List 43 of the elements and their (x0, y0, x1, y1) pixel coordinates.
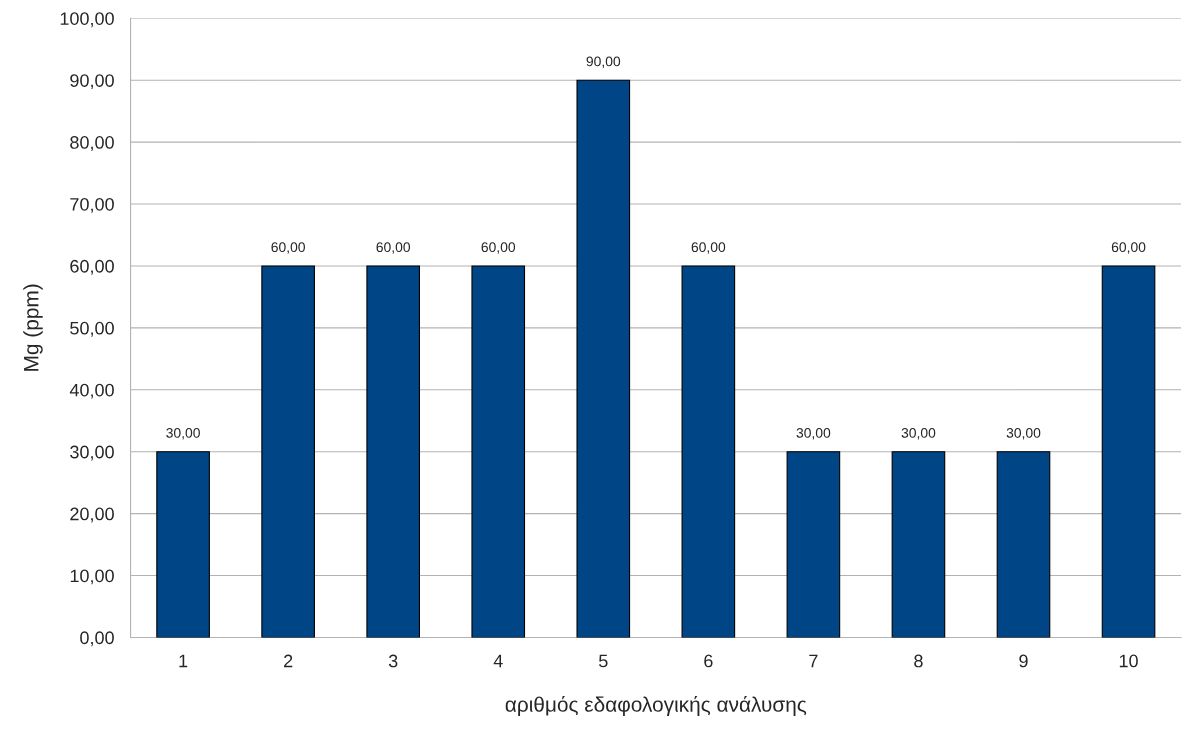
bar (996, 451, 1051, 638)
data-label: 60,00 (691, 242, 726, 254)
y-tick-label: 30,00 (70, 445, 114, 461)
bar (471, 265, 526, 638)
x-tick-label: 10 (1119, 654, 1138, 668)
data-label: 30,00 (166, 427, 200, 440)
x-tick-label: 5 (598, 654, 608, 668)
y-tick-label: 80,00 (70, 136, 114, 151)
data-label: 60,00 (481, 242, 516, 254)
data-label: 30,00 (901, 427, 936, 440)
y-tick-label: 90,00 (70, 74, 114, 90)
y-tick-label: 60,00 (70, 259, 114, 275)
data-label: 60,00 (271, 242, 305, 254)
bar (156, 451, 210, 638)
bar (1101, 265, 1156, 638)
bar (576, 79, 631, 638)
x-tick-label: 1 (179, 654, 188, 668)
x-tick-label: 4 (493, 654, 503, 668)
bar (681, 265, 736, 638)
data-label: 30,00 (796, 427, 831, 440)
bar (891, 451, 946, 638)
bar (366, 265, 421, 638)
x-tick-label: 8 (914, 654, 923, 668)
y-tick-label: 10,00 (70, 569, 114, 585)
data-label: 30,00 (1006, 427, 1041, 440)
data-label: 90,00 (586, 56, 621, 68)
x-axis-title: αριθμός εδαφολογικής ανάλυσης (505, 695, 807, 716)
y-tick-label: 70,00 (70, 197, 114, 213)
y-axis-title: Mg (ppm) (23, 284, 43, 371)
x-tick-label: 6 (704, 654, 713, 668)
y-tick-label: 40,00 (69, 383, 114, 399)
y-tick-label: 100,00 (60, 12, 114, 28)
bar (261, 265, 315, 638)
data-label: 60,00 (1111, 242, 1146, 254)
x-tick-label: 2 (284, 654, 293, 668)
y-tick-label: 0,00 (80, 631, 114, 647)
x-tick-label: 9 (1019, 654, 1028, 668)
bar (786, 451, 841, 638)
y-tick-label: 50,00 (70, 321, 114, 337)
x-tick-label: 7 (809, 654, 818, 668)
data-label: 60,00 (376, 242, 411, 254)
x-tick-label: 3 (388, 654, 398, 668)
y-tick-label: 20,00 (70, 507, 114, 523)
